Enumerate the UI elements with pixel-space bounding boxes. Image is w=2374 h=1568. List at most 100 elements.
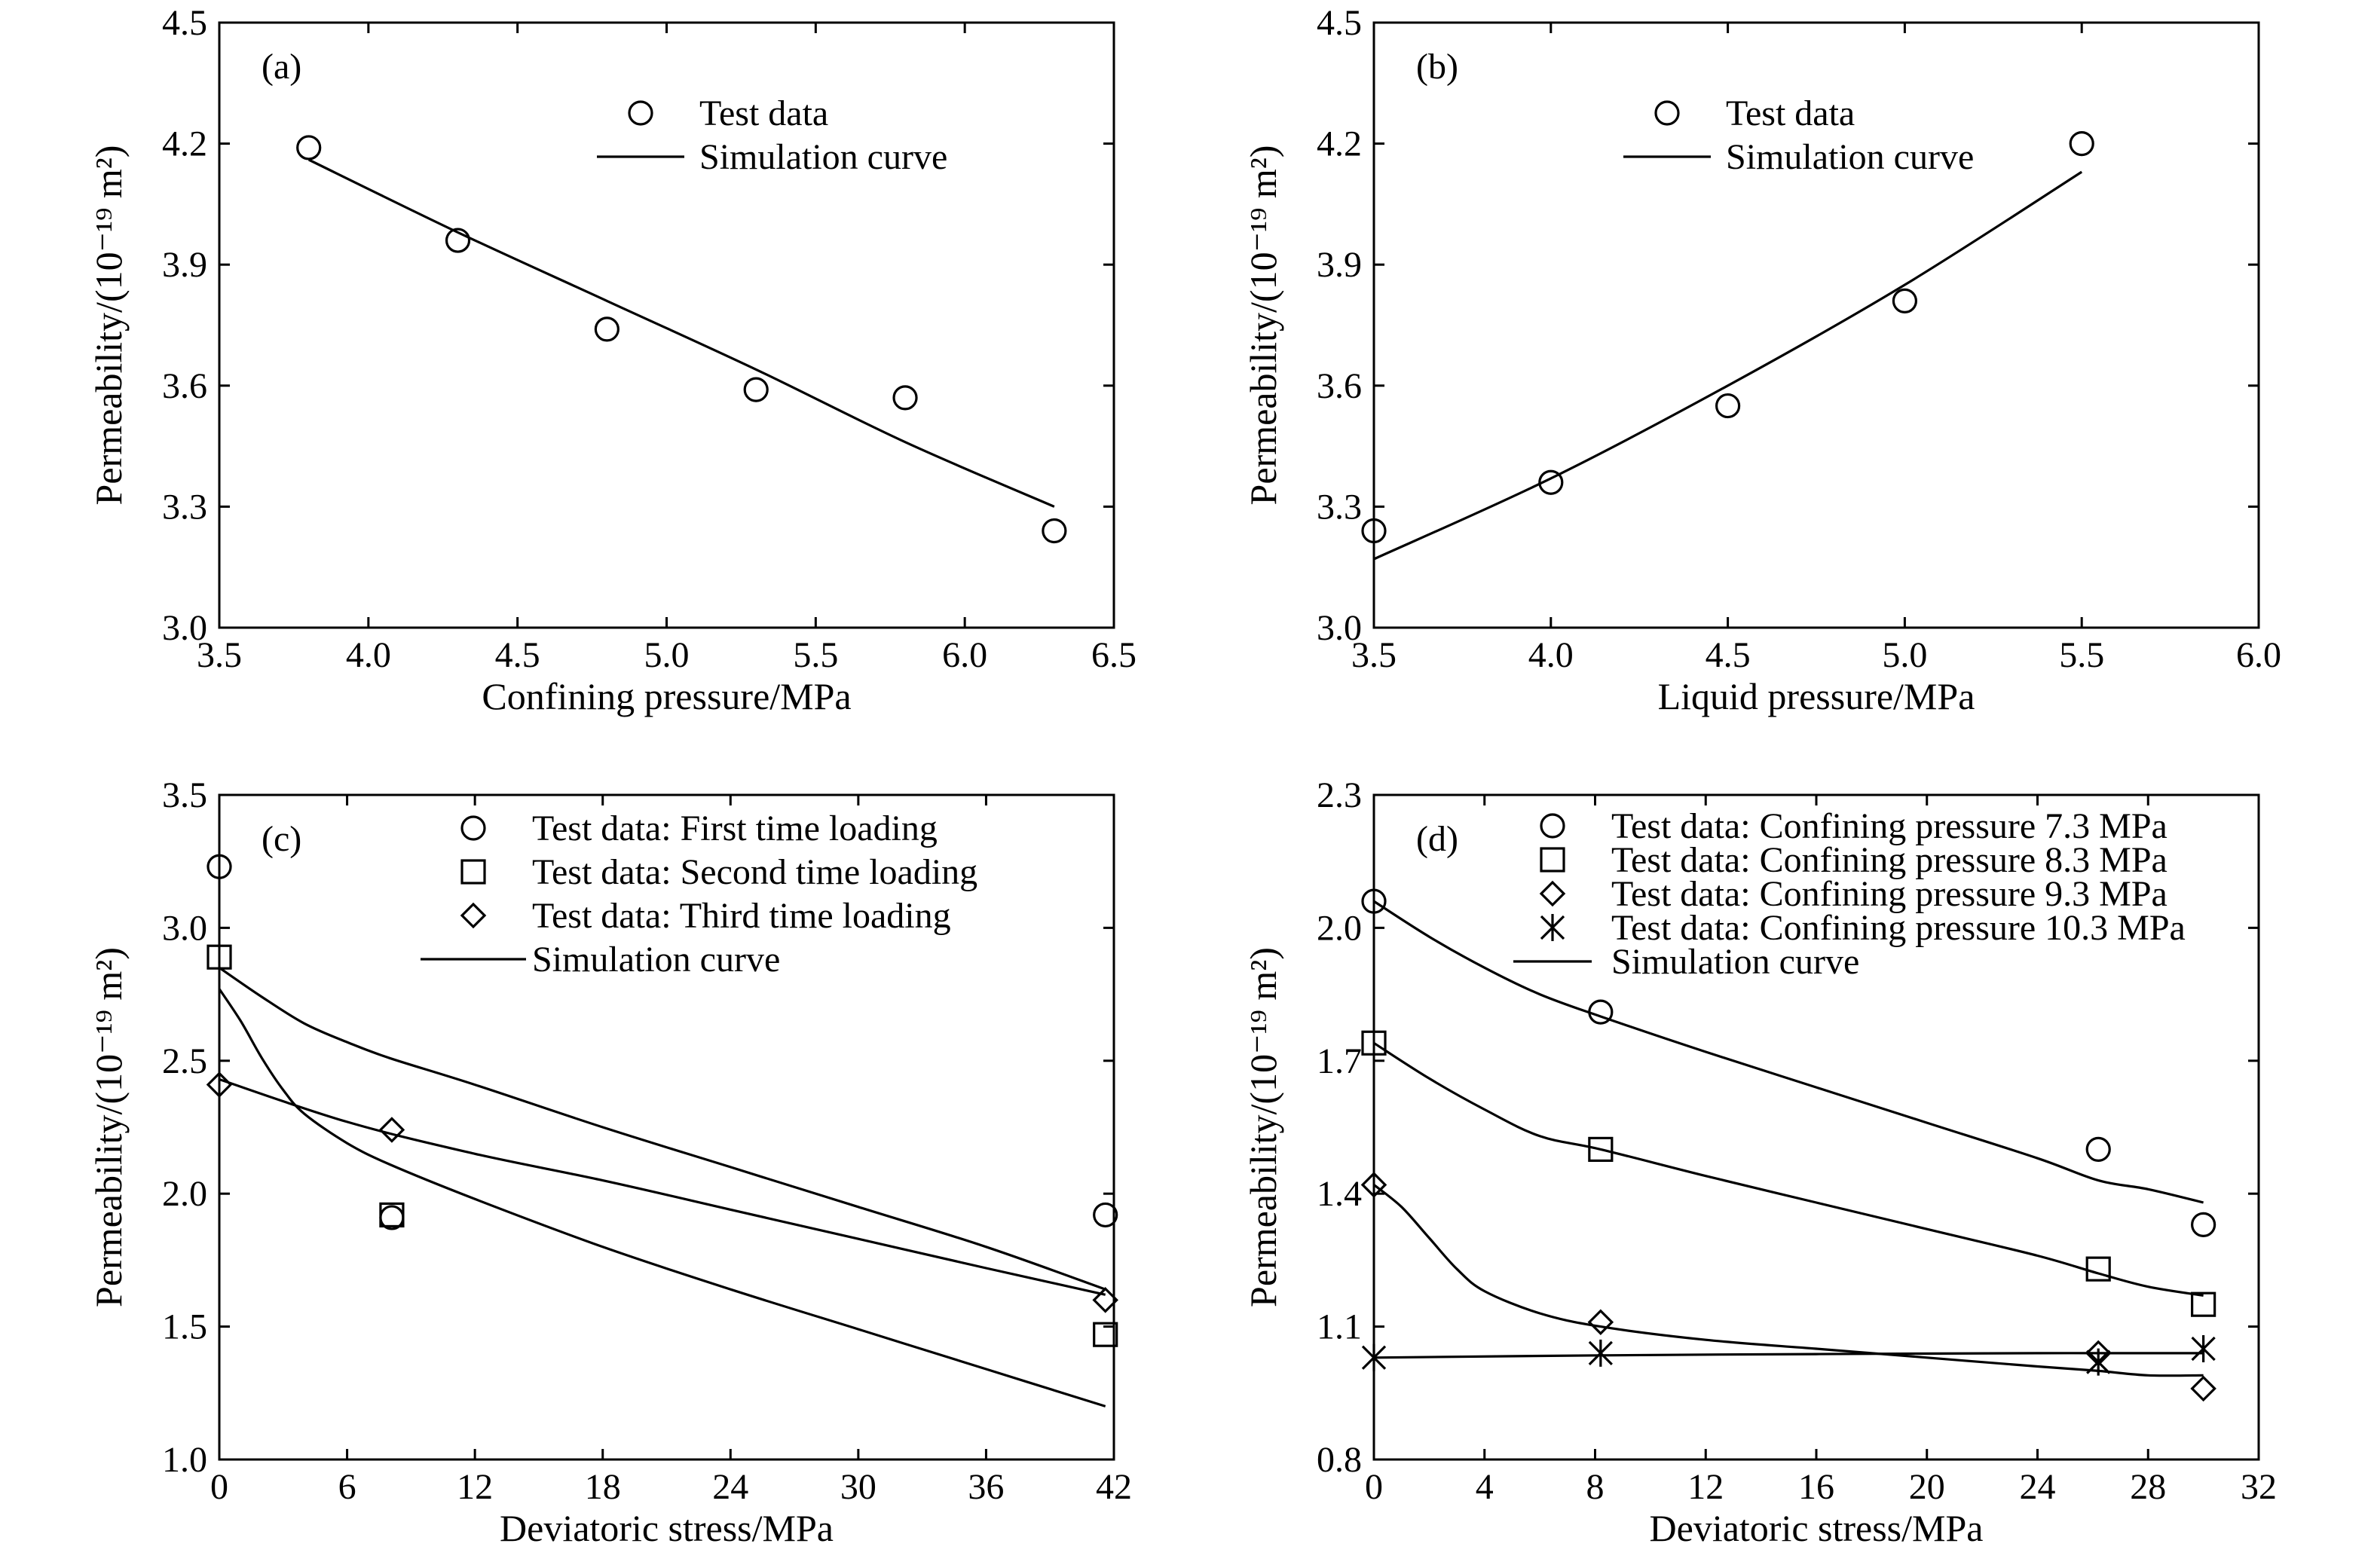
panel-a-x-tick-label: 5.0 [644,635,690,675]
panel-c-data-point-diamond [378,1117,405,1143]
panel-b-label: (b) [1416,47,1458,87]
panel-d-data-point-diamond [1360,1172,1387,1198]
panel-d-x-tick-label: 4 [1476,1467,1494,1507]
panel-c-y-tick-label: 2.5 [162,1041,207,1081]
panel-d-legend-entry: Test data: Confining pressure 9.3 MPa [1611,874,2167,914]
panel-a-data-point-circle [445,228,471,253]
panel-d-y-tick-label: 1.7 [1317,1041,1362,1081]
panel-d-y-tick-label: 2.3 [1317,775,1362,815]
panel-c-y-tick-label: 1.0 [162,1440,207,1480]
panel-d-data-point-square [1588,1136,1614,1163]
panel-d-data-point-circle [1361,888,1387,914]
panel-c-legend-square-marker [460,859,486,885]
panel-d-x-tick-label: 32 [2241,1467,2277,1507]
panel-c-data-point-diamond [206,1071,233,1098]
panel-d-x-tick-label: 24 [2020,1467,2056,1507]
panel-a-legend-circle-marker [628,100,653,126]
panel-c-data-point-diamond [1092,1287,1118,1313]
panel-a-x-tick-label: 4.0 [346,635,391,675]
panel-d-data-point-circle [2191,1212,2216,1237]
panel-b-x-axis-label: Liquid pressure/MPa [1658,675,1975,717]
panel-c-frame [218,793,1115,1461]
panel-b-y-tick-label: 4.2 [1317,124,1362,164]
panel-a-data-point-circle [594,316,620,342]
panel-b-y-axis-label: Permeability/(10⁻¹⁹ m²) [1242,145,1284,506]
panel-d-data-point-asterisk [1361,1343,1387,1371]
panel-c-label: (c) [262,819,301,859]
panel-c-x-tick-label: 0 [210,1467,228,1507]
panel-c-legend-entry: Test data: Third time loading [532,896,951,936]
panel-c-legend-circle-marker [460,815,486,841]
panel-c-data-point-square [379,1202,405,1228]
panel-a-y-tick-label: 3.6 [162,366,207,406]
panel-b-x-tick-label: 6.0 [2236,635,2281,675]
panel-a-simulation-curve-1 [307,158,1055,508]
panel-a-data-point-circle [743,377,769,402]
panel-c-y-tick-label: 3.0 [162,908,207,948]
panel-d-data-point-square [2085,1256,2111,1282]
panel-d-x-tick-label: 16 [1798,1467,1834,1507]
panel-a-x-tick-label: 6.0 [942,635,987,675]
panel-c-x-tick-label: 12 [457,1467,493,1507]
panel-b-x-tick-label: 4.5 [1706,635,1751,675]
panel-d-label: (d) [1416,819,1458,859]
panel-c-x-tick-label: 24 [712,1467,748,1507]
panel-a-y-tick-label: 4.2 [162,124,207,164]
panel-b-y-tick-label: 3.0 [1317,608,1362,648]
panel-c-y-tick-label: 2.0 [162,1174,207,1214]
panel-a-legend-entry: Test data [699,93,828,133]
panel-c-x-tick-label: 6 [338,1467,356,1507]
panel-a-x-tick-label: 3.5 [197,635,242,675]
panel-d-data-point-square [2191,1291,2216,1317]
panel-b: 3.5 4.0 4.5 5.0 5.5 6.03.03.33.63.94.24.5Liqu… [1242,3,2281,717]
panel-b-x-tick-label: 5.0 [1882,635,1927,675]
panel-b-data-point-circle [1361,518,1387,544]
panel-d-data-point-square [1361,1030,1387,1056]
panel-b-y-tick-label: 3.3 [1317,487,1362,527]
panel-c-simulation-curve-3 [219,1077,1106,1296]
panel-c-data-point-circle [1093,1202,1118,1228]
panel-c-y-tick-label: 3.5 [162,775,207,815]
panel-d-data-point-circle [1588,999,1614,1025]
panel-d-simulation-curve-1 [1373,900,2204,1204]
panel-d-data-point-asterisk [1588,1339,1613,1367]
panel-c-x-tick-label: 36 [968,1467,1004,1507]
panel-c-x-axis-label: Deviatoric stress/MPa [500,1507,834,1549]
panel-c-data-point-circle [207,854,232,879]
panel-b-data-point-circle [1538,469,1564,495]
panel-d-data-point-circle [2085,1136,2111,1163]
panel-a-x-tick-label: 6.5 [1091,635,1137,675]
panel-c-legend-entry: Test data: Second time loading [532,852,977,892]
panel-c-data-point-square [207,944,232,970]
panel-b-data-point-circle [2069,131,2094,157]
panel-d-simulation-curve-4 [1373,1352,2204,1359]
panel-d: 0 4 8 12 16 20 24 28 32 0.8 1.1 1.4 1.7 2.0 2.3 Deviato… [1242,775,2277,1549]
panel-d-x-tick-label: 28 [2130,1467,2166,1507]
panel-b-x-tick-label: 5.5 [2059,635,2104,675]
panel-b-legend-entry: Test data [1726,93,1855,133]
panel-d-simulation-curve-2 [1373,1041,2204,1297]
panel-a-x-tick-label: 4.5 [495,635,540,675]
panel-b-y-tick-label: 4.5 [1317,3,1362,43]
panel-a-frame [218,21,1115,629]
panel-d-legend-asterisk-marker [1540,914,1565,941]
panel-d-data-point-asterisk [2086,1348,2111,1376]
panel-c-legend-diamond-marker [460,902,487,929]
panel-b-y-tick-label: 3.6 [1317,366,1362,406]
panel-a-y-tick-label: 3.0 [162,608,207,648]
panel-a-y-tick-label: 3.9 [162,245,207,285]
panel-a-label: (a) [262,47,301,87]
panel-d-x-axis-label: Deviatoric stress/MPa [1650,1507,1984,1549]
panel-b-y-tick-label: 3.9 [1317,245,1362,285]
panel-d-y-tick-label: 1.1 [1317,1307,1362,1347]
panel-d-x-tick-label: 20 [1909,1467,1945,1507]
panel-c-y-tick-label: 1.5 [162,1307,207,1347]
panel-b-simulation-curve-1 [1373,170,2083,561]
panel-b-x-tick-label: 3.5 [1351,635,1397,675]
panel-a-data-point-circle [892,385,918,411]
panel-d-legend-diamond-marker [1539,880,1566,907]
panel-c: 0 6 12 18 24 30 36 42 1.0 1.5 2.0 2.5 3.0 3.5 Deviator… [87,775,1132,1549]
